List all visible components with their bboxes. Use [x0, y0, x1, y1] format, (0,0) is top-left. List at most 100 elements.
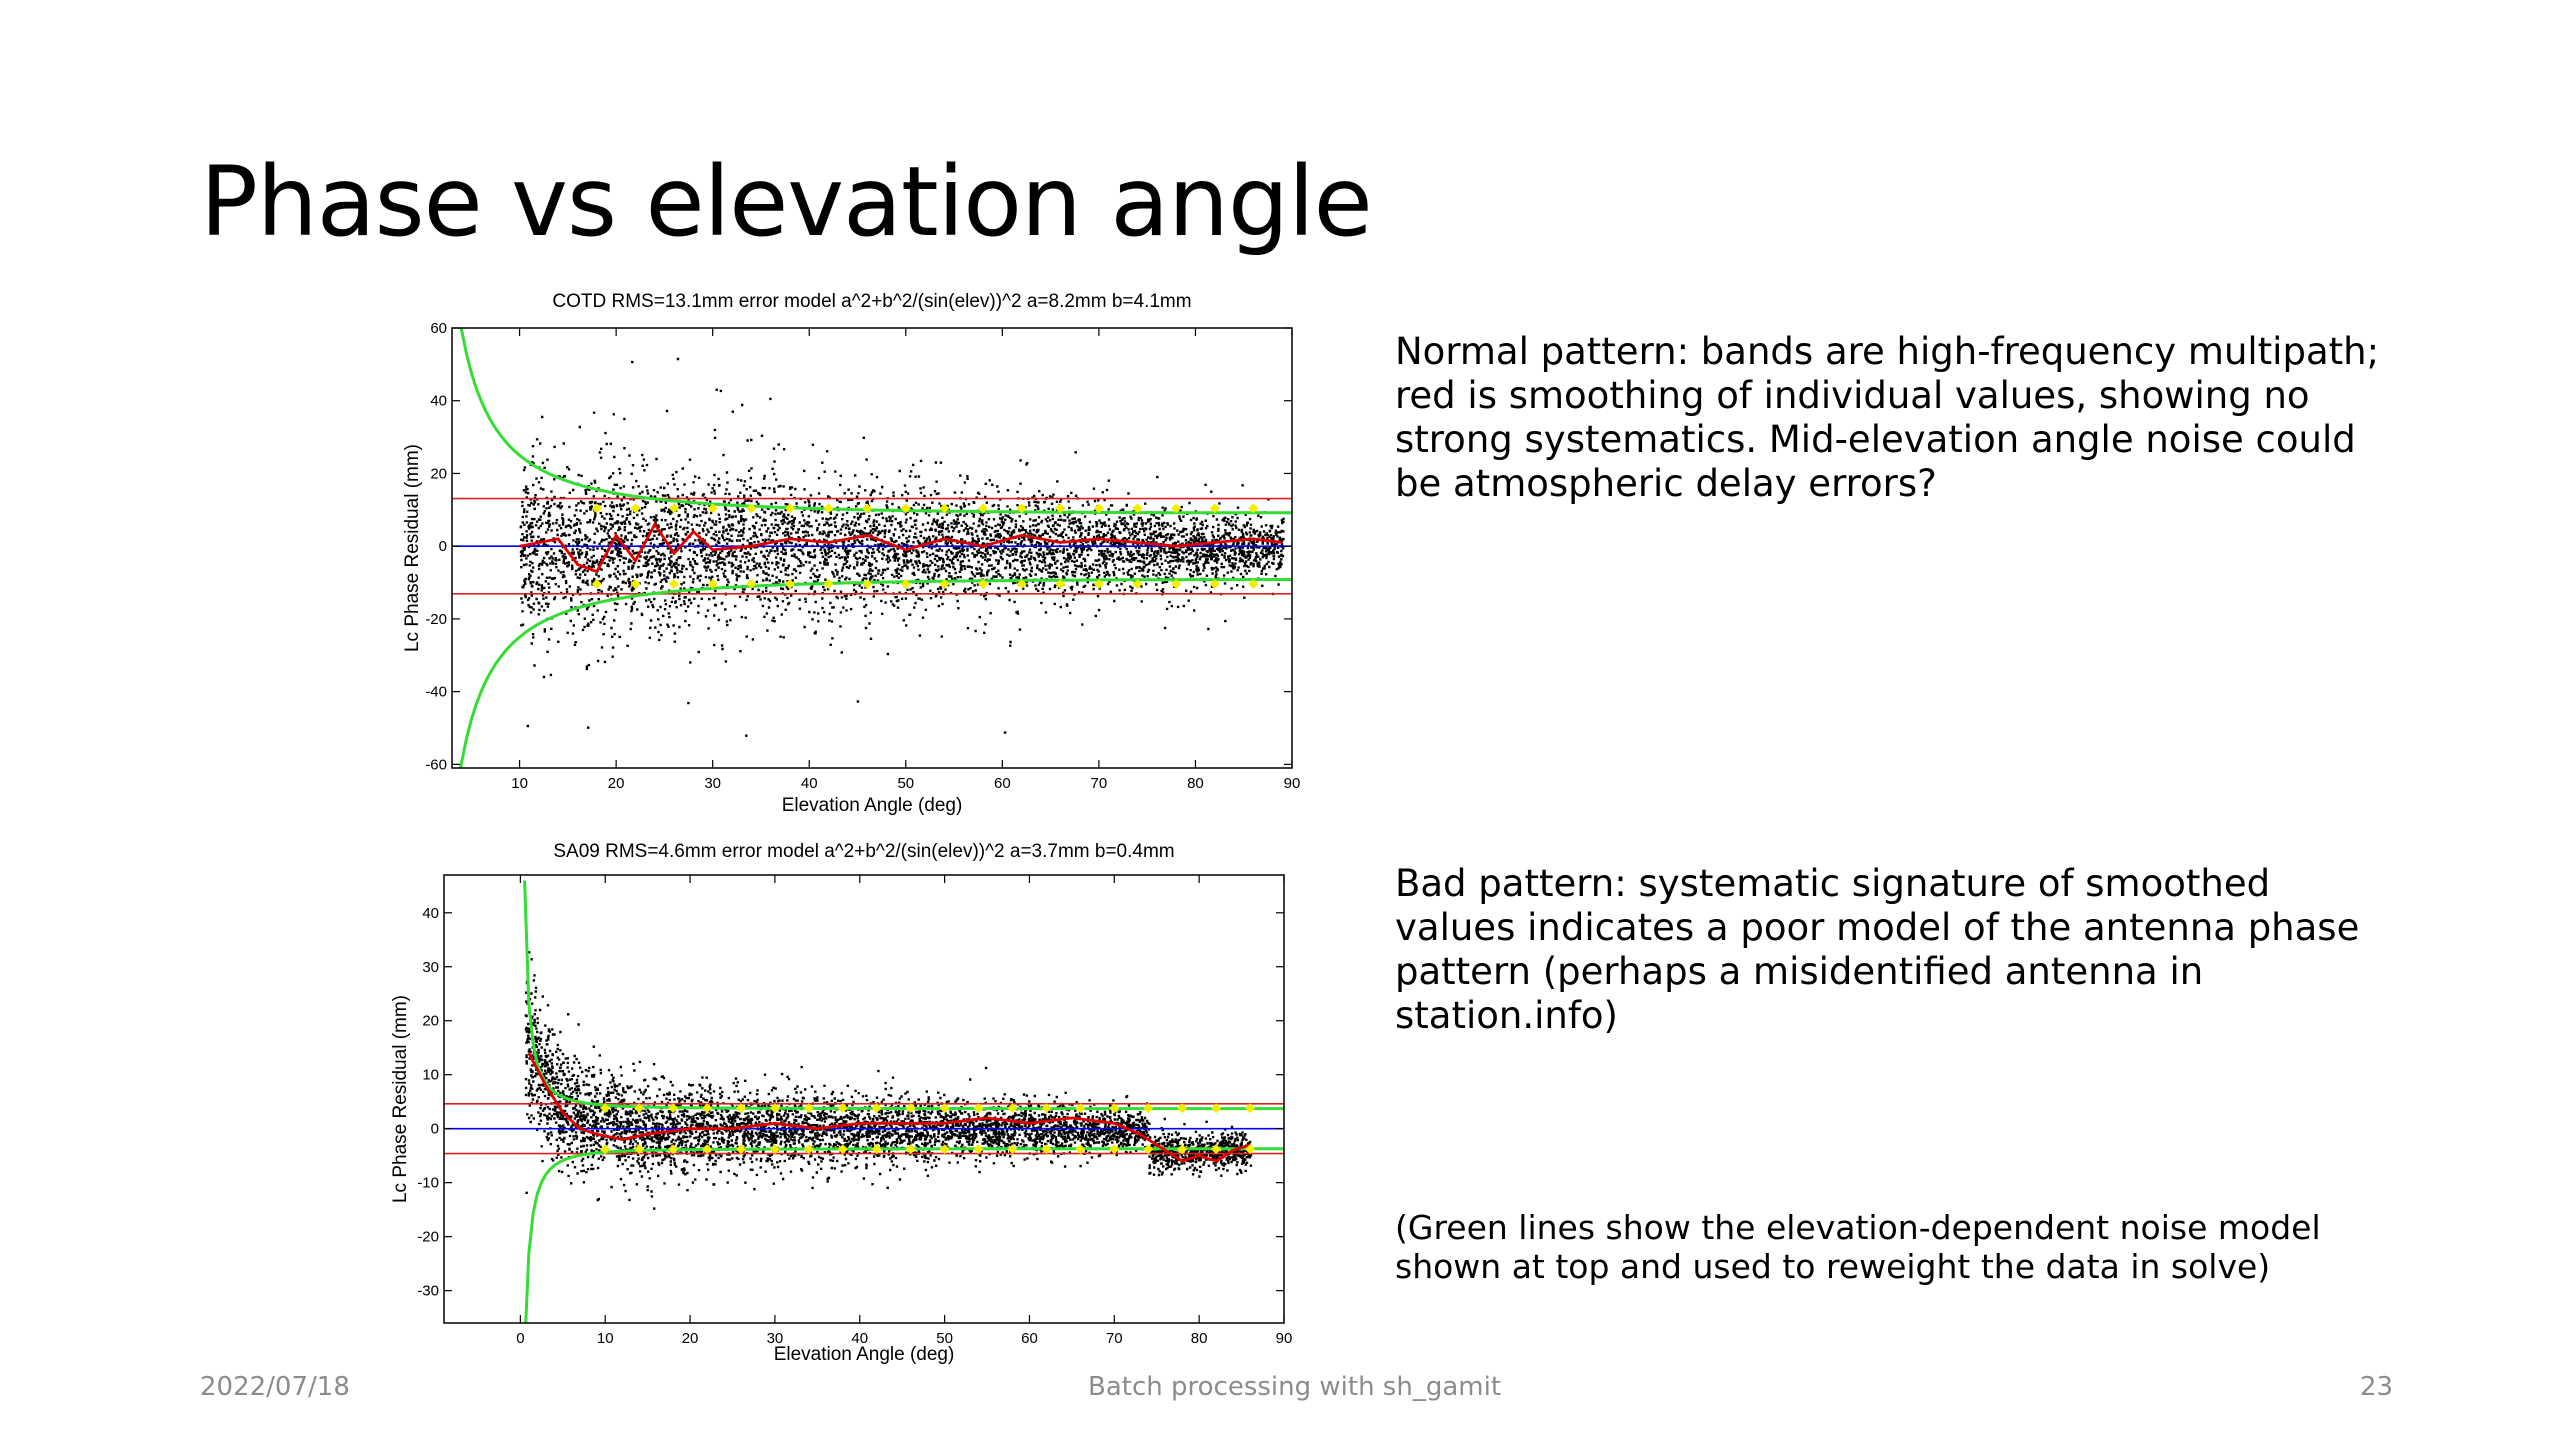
bin-marker [1211, 1103, 1222, 1114]
bin-marker [1016, 579, 1027, 589]
bin-marker [837, 1144, 848, 1155]
bin-marker [1041, 1144, 1052, 1155]
bin-marker [1055, 579, 1066, 589]
noise-model-upper-curve [459, 328, 1292, 515]
bin-marker [746, 579, 757, 589]
x-tick-label: 80 [1191, 1330, 1208, 1347]
bin-marker [939, 503, 950, 514]
y-tick-label: -30 [417, 1283, 439, 1300]
bin-marker [900, 579, 911, 589]
noise-model-note: (Green lines show the elevation-dependen… [1395, 1208, 2321, 1286]
bin-marker [973, 1144, 984, 1155]
bin-marker [862, 503, 873, 514]
bin-marker [1075, 1103, 1086, 1114]
bin-marker [1245, 1144, 1256, 1155]
bin-marker [1041, 1103, 1052, 1114]
bin-marker [600, 1103, 611, 1114]
y-tick-label: 20 [430, 465, 447, 482]
bin-marker [634, 1144, 645, 1155]
bin-marker [668, 1103, 679, 1114]
x-tick-label: 30 [767, 1330, 784, 1347]
bin-marker [669, 503, 680, 514]
bin-marker [634, 1103, 645, 1114]
bin-marker [630, 579, 641, 589]
x-tick-label: 90 [1284, 775, 1300, 792]
x-axis-label: Elevation Angle (deg) [782, 795, 963, 816]
bin-marker [823, 503, 834, 514]
bin-marker [1007, 1144, 1018, 1155]
x-axis-label: Elevation Angle (deg) [774, 1344, 955, 1365]
plot-frame [443, 874, 1285, 1324]
bin-marker [735, 1144, 746, 1155]
bin-marker [769, 1103, 780, 1114]
bin-marker [905, 1103, 916, 1114]
bin-marker [1248, 503, 1259, 514]
bin-marker [591, 503, 602, 514]
x-tick-label: 50 [897, 775, 914, 792]
x-tick-label: 30 [704, 775, 721, 792]
bin-marker [973, 1103, 984, 1114]
bin-marker [1132, 579, 1143, 589]
bin-marker [939, 579, 950, 589]
bin-marker [1093, 503, 1104, 514]
x-tick-label: 0 [516, 1330, 524, 1347]
bin-marker [707, 579, 718, 589]
bin-marker [1075, 1144, 1086, 1155]
bin-marker [1211, 1144, 1222, 1155]
bin-marker [1177, 1144, 1188, 1155]
x-tick-label: 10 [511, 775, 528, 792]
chart-top: 10 20 30 40 50 60 70 80 90 -60 -40 -20 0 20 40 60 COTD … [402, 291, 1300, 816]
y-tick-label: 0 [431, 1121, 439, 1138]
bin-marker [871, 1144, 882, 1155]
chart-bottom: 0 10 20 30 40 50 60 70 80 90 -30 -20 -10 0 10 20 30 40 SA… [390, 841, 1292, 1365]
bin-marker [784, 579, 795, 589]
x-tick-label: 60 [1021, 1330, 1038, 1347]
y-axis-label: Lc Phase Residual (mm) [402, 444, 423, 652]
bin-marker [1177, 1103, 1188, 1114]
bin-marker [769, 1144, 780, 1155]
y-tick-label: 10 [422, 1067, 439, 1084]
bin-marker [746, 503, 757, 514]
y-tick-label: -10 [417, 1175, 439, 1192]
y-tick-label: 40 [430, 393, 447, 410]
x-tick-label: 60 [994, 775, 1011, 792]
footer-title: Batch processing with sh_gamit [1088, 1372, 1502, 1402]
bin-marker [1209, 579, 1220, 589]
y-tick-label: 20 [422, 1013, 439, 1030]
y-tick-label: -20 [417, 1229, 439, 1246]
bin-marker [905, 1144, 916, 1155]
bin-marker [803, 1103, 814, 1114]
footer-date: 2022/07/18 [200, 1372, 350, 1402]
y-tick-label: 60 [430, 320, 447, 337]
x-tick-label: 40 [801, 775, 818, 792]
bin-marker [735, 1103, 746, 1114]
bin-marker [978, 503, 989, 514]
bin-marker [591, 579, 602, 589]
bin-marker [702, 1103, 713, 1114]
x-tick-label: 20 [682, 1330, 699, 1347]
bin-marker [1209, 503, 1220, 514]
bin-marker [702, 1144, 713, 1155]
point-cloud [524, 951, 1253, 1210]
bin-marker [1109, 1144, 1120, 1155]
bin-marker [1248, 579, 1259, 589]
y-tick-label: 30 [422, 959, 439, 976]
bin-marker [1007, 1103, 1018, 1114]
x-tick-label: 40 [851, 1330, 868, 1347]
bin-marker [1171, 579, 1182, 589]
bin-marker [978, 579, 989, 589]
bad-pattern-note: Bad pattern: systematic signature of smo… [1395, 862, 2360, 1037]
bin-marker [939, 1103, 950, 1114]
bin-marker [1055, 503, 1066, 514]
bin-marker [784, 503, 795, 514]
bin-marker [1109, 1103, 1120, 1114]
x-tick-label: 70 [1091, 775, 1108, 792]
normal-pattern-note: Normal pattern: bands are high-frequency… [1395, 330, 2380, 505]
x-tick-label: 80 [1187, 775, 1204, 792]
y-axis-label: Lc Phase Residual (mm) [390, 995, 411, 1203]
bin-marker [1245, 1103, 1256, 1114]
x-tick-label: 50 [936, 1330, 953, 1347]
bin-marker [1132, 503, 1143, 514]
y-tick-label: 40 [422, 905, 439, 922]
y-tick-label: 0 [439, 538, 447, 555]
